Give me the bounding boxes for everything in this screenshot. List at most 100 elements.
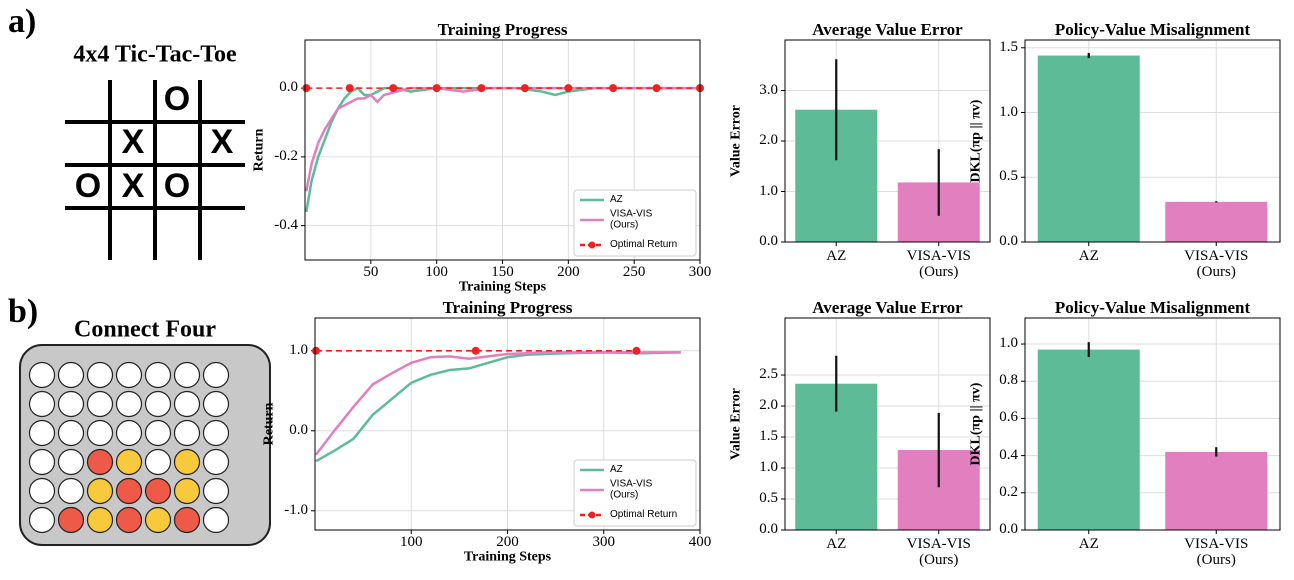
x-tick-label: 100 [425, 264, 448, 281]
y-axis-label: Return [261, 402, 277, 446]
game-title: 4x4 Tic-Tac-Toe [73, 41, 237, 68]
y-tick-label: 0.8 [999, 372, 1018, 389]
marker [432, 84, 441, 93]
disc [173, 477, 201, 505]
x-axis-label: Training Steps [463, 549, 552, 565]
legend-label: AZ [610, 463, 623, 475]
marker [302, 84, 311, 93]
y-tick-label: 0.0 [759, 521, 778, 538]
disc [144, 361, 172, 389]
board-piece: O [163, 167, 191, 206]
disc [86, 477, 114, 505]
disc [86, 390, 114, 418]
panel-label: b) [8, 293, 39, 331]
y-tick-label: 0.0 [999, 521, 1018, 538]
disc [173, 390, 201, 418]
board-piece: O [163, 80, 191, 119]
x-tick-label: 300 [592, 534, 616, 551]
disc [173, 448, 201, 476]
series-line [314, 351, 681, 456]
x-tick-label: 200 [557, 264, 580, 281]
legend-marker [588, 241, 596, 249]
x-tick-label: 100 [400, 534, 423, 551]
x-tick-label: AZ [1078, 248, 1099, 264]
plot-frame [784, 39, 991, 243]
disc [173, 361, 201, 389]
x-tick-label: 200 [496, 534, 519, 551]
disc [202, 506, 230, 534]
disc [28, 390, 56, 418]
y-axis-label: Value Error [728, 105, 744, 177]
marker [345, 84, 354, 93]
y-tick-label: 0.5 [759, 490, 778, 507]
x-tick-label: AZ [1078, 536, 1099, 552]
legend-box [573, 189, 697, 257]
x-tick-label: VISA-VIS (Ours) [1184, 248, 1249, 280]
disc [202, 477, 230, 505]
y-axis-label: Return [251, 128, 267, 172]
chart-title: Training Progress [437, 20, 568, 40]
board-piece: X [121, 167, 145, 206]
plot-frame [1024, 39, 1281, 243]
tictactoe-grid [65, 80, 245, 260]
legend-label: Optimal Return [610, 508, 678, 520]
y-tick-label: 2.5 [759, 366, 778, 383]
y-axis-label: DKL(πp || πv) [968, 382, 984, 466]
disc [86, 419, 114, 447]
x-tick-label: AZ [826, 248, 847, 264]
x-axis-label: Training Steps [458, 279, 547, 295]
disc [28, 477, 56, 505]
disc [28, 506, 56, 534]
y-tick-label: 0.2 [999, 483, 1018, 500]
chart-title: Policy-Value Misalignment [1054, 298, 1251, 318]
marker [609, 84, 618, 93]
disc [57, 448, 85, 476]
disc [115, 361, 143, 389]
chart-title: Average Value Error [812, 298, 963, 318]
plot-frame [314, 317, 701, 531]
disc [115, 448, 143, 476]
disc [144, 419, 172, 447]
y-tick-label: 3.0 [759, 81, 778, 98]
y-tick-label: 0.0 [759, 233, 778, 250]
bar [1037, 349, 1140, 530]
y-tick-label: 0.6 [999, 409, 1018, 426]
marker [389, 84, 398, 93]
disc [202, 390, 230, 418]
chart-title: Average Value Error [812, 20, 963, 40]
legend-label: VISA-VIS (Ours) [610, 478, 653, 500]
disc [57, 361, 85, 389]
disc [144, 506, 172, 534]
disc [86, 448, 114, 476]
disc [202, 419, 230, 447]
disc [115, 390, 143, 418]
disc [86, 506, 114, 534]
y-axis-label: DKL(πp || πv) [968, 99, 984, 183]
legend-marker [588, 511, 596, 519]
bar [1165, 451, 1268, 530]
chart-title: Policy-Value Misalignment [1054, 20, 1251, 40]
y-tick-label: 0.4 [999, 446, 1018, 463]
disc [202, 361, 230, 389]
marker [632, 346, 641, 355]
plot-frame [784, 317, 991, 531]
disc [28, 448, 56, 476]
disc [115, 477, 143, 505]
disc [202, 448, 230, 476]
bar [1165, 201, 1268, 242]
marker [471, 346, 480, 355]
y-tick-label: -1.0 [284, 501, 308, 518]
disc [28, 361, 56, 389]
board-piece: O [74, 167, 102, 206]
disc [144, 448, 172, 476]
legend-label: Optimal Return [610, 238, 678, 250]
x-tick-label: 50 [363, 264, 379, 281]
disc [57, 390, 85, 418]
disc [57, 419, 85, 447]
game-title: Connect Four [74, 316, 216, 343]
x-tick-label: VISA-VIS (Ours) [1184, 536, 1249, 568]
series-line [315, 351, 681, 463]
marker [652, 84, 661, 93]
x-tick-label: VISA-VIS (Ours) [906, 248, 971, 280]
